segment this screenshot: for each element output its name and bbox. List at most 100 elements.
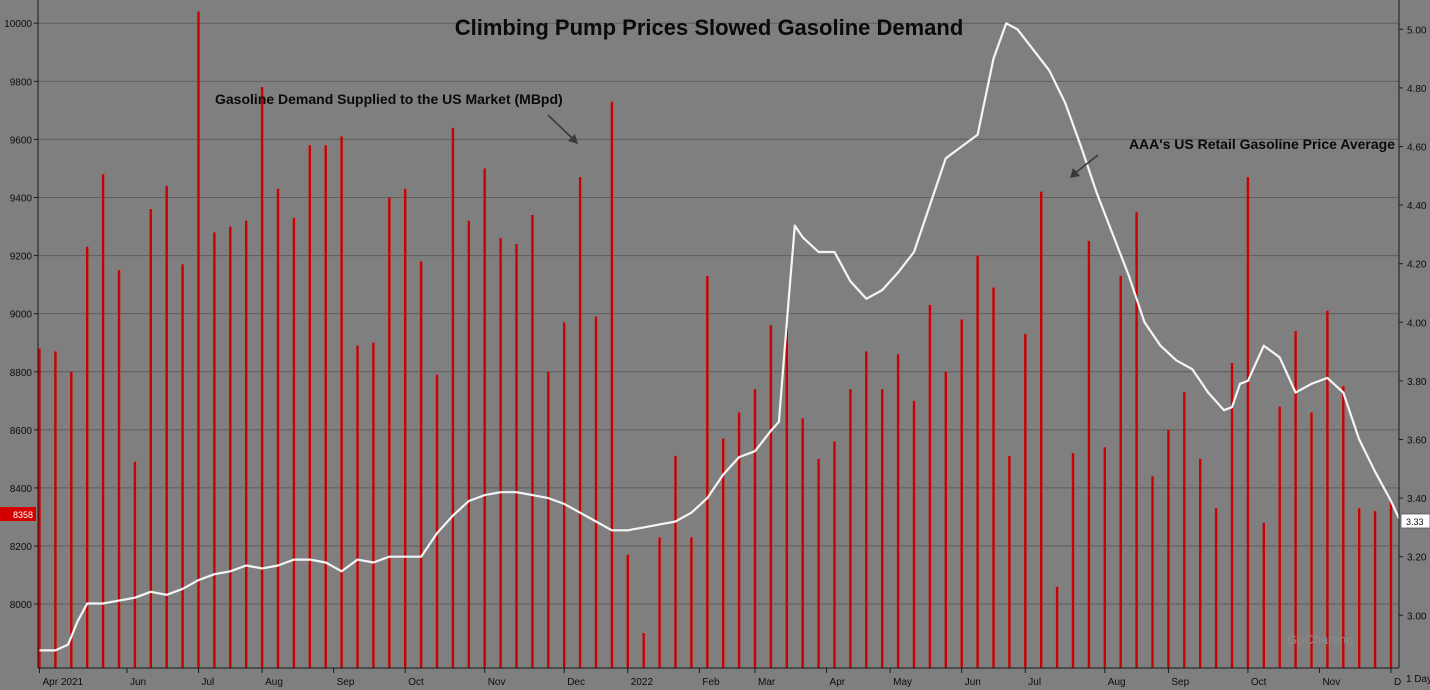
demand-bar [404, 188, 407, 669]
price-line-path [39, 22, 1401, 652]
left-tick-label: 9800 [10, 77, 33, 88]
x-tick-label: Jul [202, 677, 215, 688]
demand-bar [865, 351, 868, 668]
x-tick-label: Nov [488, 677, 506, 688]
demand-bar [1071, 453, 1075, 668]
demand-bar [1246, 177, 1250, 668]
demand-bar [197, 11, 200, 669]
x-tick-label: Apr [830, 677, 846, 688]
left-tick-label: 8800 [10, 368, 33, 379]
demand-bar [594, 316, 598, 668]
demand-bar [1373, 511, 1377, 668]
demand-bar [149, 209, 152, 668]
left-last-value-label: 8358 [13, 510, 33, 520]
demand-bar [101, 174, 105, 668]
demand-bar [833, 441, 836, 668]
demand-bar [340, 136, 343, 669]
demand-bar [1389, 499, 1393, 668]
demand-bar [658, 537, 661, 668]
right-tick-label: 3.40 [1407, 494, 1427, 505]
demand-bar [451, 127, 455, 668]
demand-bar [1278, 406, 1281, 668]
demand-bar [944, 371, 947, 668]
x-tick-label: 2022 [631, 677, 654, 688]
x-tick-label: Aug [1108, 677, 1126, 688]
left-tick-label: 8200 [10, 542, 33, 553]
demand-bar [515, 243, 518, 668]
left-tick-label: 8600 [10, 426, 33, 437]
demand-bar [1183, 392, 1186, 668]
demand-bar [1040, 191, 1043, 668]
demand-bar [753, 389, 757, 668]
demand-bar [388, 197, 391, 668]
demand-bar [133, 461, 137, 668]
demand-bar [722, 438, 725, 668]
demand-bar [117, 270, 121, 668]
demand-bar [86, 246, 89, 668]
demand-bar [419, 261, 423, 668]
demand-bars [38, 11, 1393, 669]
demand-bar [245, 220, 248, 668]
x-tick-label: Feb [702, 677, 720, 688]
demand-bar [1024, 334, 1027, 668]
right-tick-label: 5.00 [1407, 25, 1427, 36]
demand-bar [1310, 412, 1313, 668]
x-tick-label: Apr 2021 [43, 677, 84, 688]
demand-bar [801, 418, 804, 668]
demand-bar [1055, 586, 1059, 668]
demand-bar [165, 185, 168, 668]
demand-bar [531, 214, 534, 668]
x-tick-label: Dec [567, 677, 585, 688]
demand-bar [54, 351, 57, 668]
demand-bar [1167, 429, 1170, 668]
demand-bar [992, 287, 995, 668]
demand-bar [181, 264, 184, 668]
right-axis-ticks: 3.00 3.20 3.40 3.60 3.80 4.00 4.20 4.40 4.60 4.80… [1399, 25, 1427, 622]
x-tick-label: Oct [408, 677, 424, 688]
demand-bar [1294, 331, 1297, 668]
chart-title: Climbing Pump Prices Slowed Gasoline Dem… [455, 15, 964, 40]
demand-bar [70, 371, 73, 668]
demand-bar [1342, 386, 1345, 668]
demand-bar [467, 220, 470, 668]
watermark: GoCharting [1287, 632, 1353, 647]
right-tick-label: 3.20 [1407, 553, 1427, 564]
left-tick-label: 8000 [10, 600, 33, 611]
right-tick-label: 4.80 [1407, 84, 1427, 95]
demand-bar [1151, 476, 1154, 668]
x-tick-label: Nov [1322, 677, 1340, 688]
left-tick-label: 9200 [10, 252, 33, 263]
demand-bar [292, 217, 296, 668]
arrow-icon [1070, 154, 1099, 178]
demand-bar [610, 101, 614, 669]
demand-bar [1262, 522, 1265, 668]
demand-bar [960, 319, 963, 668]
demand-bar [706, 275, 709, 668]
demand-bar [435, 374, 439, 668]
left-tick-label: 9000 [10, 310, 33, 321]
arrow-icon [547, 114, 578, 144]
demand-bar [213, 232, 216, 668]
right-tick-label: 4.00 [1407, 318, 1427, 329]
timeframe-label: 1 Day [1406, 674, 1430, 685]
demand-bar [928, 304, 932, 668]
demand-bar [817, 458, 820, 668]
x-tick-label: May [893, 677, 912, 688]
x-tick-label: Mar [758, 677, 776, 688]
demand-bar [372, 342, 375, 668]
annotation-price: AAA's US Retail Gasoline Price Average [1129, 136, 1395, 152]
demand-bar [1326, 310, 1329, 668]
right-tick-label: 4.60 [1407, 142, 1427, 153]
right-tick-label: 4.40 [1407, 201, 1427, 212]
demand-bar [1199, 458, 1202, 668]
right-tick-label: 4.20 [1407, 260, 1427, 271]
demand-bar [976, 255, 979, 668]
demand-bar [229, 226, 232, 668]
demand-bar [642, 633, 645, 668]
left-tick-label: 8400 [10, 484, 33, 495]
demand-bar [690, 537, 693, 668]
demand-bar [1103, 447, 1106, 668]
x-tick-label: Oct [1251, 677, 1267, 688]
demand-bar [849, 389, 852, 668]
